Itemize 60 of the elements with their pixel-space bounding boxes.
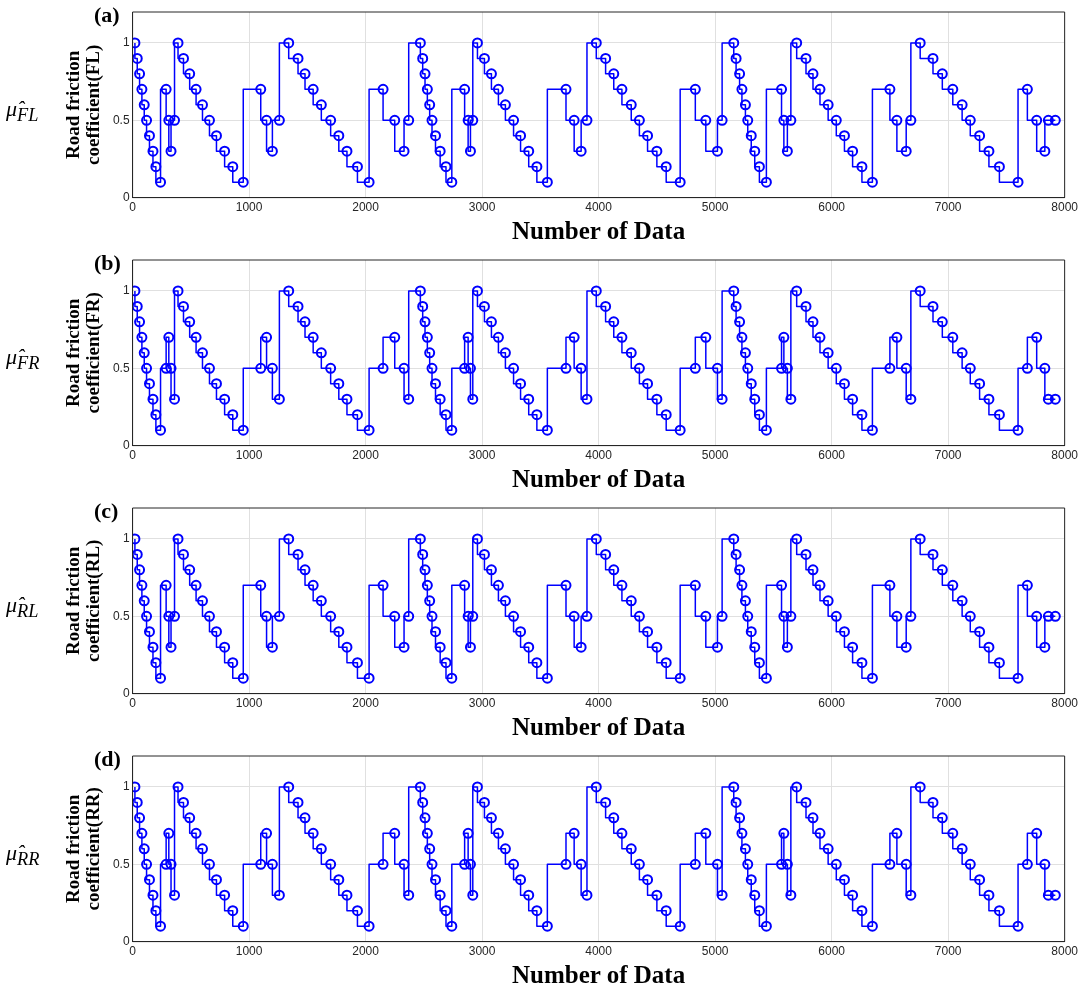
text: μ̂$_{FR}$: [6, 344, 40, 375]
x-tick-label: 1000: [235, 696, 263, 711]
x-tick-label: 6000: [818, 200, 846, 215]
x-tick-label: 3000: [468, 944, 496, 959]
x-tick-label: 7000: [934, 200, 962, 215]
x-tick-label: 2000: [352, 448, 380, 463]
x-tick-label: 5000: [701, 696, 729, 711]
y-tick-label: 1: [122, 531, 130, 546]
x-tick-label: 2000: [352, 200, 380, 215]
x-axis-title: Number of Data: [512, 465, 686, 493]
x-tick-label: 8000: [1051, 944, 1079, 959]
y-tick-label: 0: [122, 685, 130, 700]
x-tick-label: 6000: [818, 944, 846, 959]
x-tick-label: 5000: [701, 944, 729, 959]
x-tick-label: 4000: [585, 200, 613, 215]
x-tick-label: 7000: [934, 696, 962, 711]
y-tick-label: 1: [122, 283, 130, 298]
y-tick-label: 0: [122, 933, 130, 948]
y-tick-label: 1: [122, 35, 130, 50]
x-tick-label: 3000: [468, 200, 496, 215]
y-tick-label: 1: [122, 779, 130, 794]
x-tick-label: 7000: [934, 944, 962, 959]
x-tick-label: 5000: [701, 200, 729, 215]
x-tick-label: 2000: [352, 944, 380, 959]
x-tick-label: 8000: [1051, 448, 1079, 463]
y-axis-title: Road friction coefficient(FL): [61, 44, 104, 165]
y-tick-label: 0: [122, 437, 130, 452]
x-tick-label: 4000: [585, 944, 613, 959]
y-tick-label: 0.5: [112, 608, 130, 623]
y-tick-label: 0: [122, 189, 130, 204]
y-axis-title: Road friction coefficient(RR): [61, 787, 104, 911]
x-tick-label: 3000: [468, 696, 496, 711]
y-axis-title: Road friction coefficient(RL): [61, 539, 104, 662]
x-tick-label: 6000: [818, 448, 846, 463]
x-tick-label: 4000: [585, 448, 613, 463]
chart-title: (d): [94, 746, 121, 772]
x-tick-label: 1000: [235, 944, 263, 959]
x-axis-title: Number of Data: [512, 961, 686, 989]
x-tick-label: 7000: [934, 448, 962, 463]
x-tick-label: 4000: [585, 696, 613, 711]
text: μ̂$_{FL}$: [6, 96, 39, 127]
x-tick-label: 1000: [235, 200, 263, 215]
text: μ̂$_{RL}$: [6, 592, 39, 623]
chart-title: (c): [94, 498, 119, 524]
x-axis-title: Number of Data: [512, 713, 686, 741]
x-tick-label: 3000: [468, 448, 496, 463]
chart-title: (b): [94, 250, 121, 276]
x-axis-title: Number of Data: [512, 217, 686, 245]
x-tick-label: 8000: [1051, 200, 1079, 215]
x-tick-label: 2000: [352, 696, 380, 711]
y-tick-label: 0.5: [112, 856, 130, 871]
y-tick-label: 0.5: [112, 112, 130, 127]
y-tick-label: 0.5: [112, 360, 130, 375]
x-tick-label: 6000: [818, 696, 846, 711]
text: μ̂$_{RR}$: [6, 840, 40, 871]
x-tick-label: 8000: [1051, 696, 1079, 711]
chart-title: (a): [94, 2, 120, 28]
y-axis-title: Road friction coefficient(FR): [61, 292, 104, 414]
x-tick-label: 1000: [235, 448, 263, 463]
x-tick-label: 5000: [701, 448, 729, 463]
